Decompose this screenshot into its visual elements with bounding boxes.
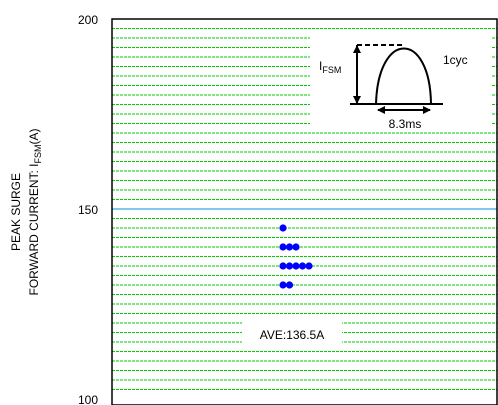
ifsm-label-prefix: I — [319, 59, 322, 73]
period-label: 8.3ms — [389, 117, 422, 131]
y-tick-150: 150 — [78, 203, 98, 217]
ifsm-label: IFSM — [319, 59, 341, 75]
data-point — [285, 281, 294, 289]
average-annotation: AVE:136.5A — [242, 322, 342, 346]
average-label-background — [242, 322, 342, 346]
data-point — [292, 262, 300, 270]
waveform-inset: IFSM 1cyc 8.3ms — [310, 30, 492, 132]
y-axis-label-sub: FSM — [33, 145, 43, 164]
plot-frame — [111, 18, 498, 405]
y-axis-label-suffix: (A) — [27, 129, 41, 145]
data-point — [279, 281, 287, 289]
cycle-label: 1cyc — [443, 53, 468, 67]
data-point — [279, 262, 287, 270]
period-arrow-left — [377, 106, 385, 114]
data-point — [292, 243, 300, 251]
half-sine-wave — [375, 47, 432, 105]
data-point — [298, 262, 307, 270]
y-axis-label-line1: PEAK SURGE — [9, 173, 23, 251]
data-points — [279, 224, 313, 289]
data-point — [285, 262, 294, 270]
data-point — [305, 262, 313, 270]
y-axis-label-prefix: FORWARD CURRENT: I — [27, 164, 41, 296]
ifsm-arrow-up — [353, 45, 361, 53]
data-point — [279, 224, 287, 232]
y-tick-200: 200 — [78, 13, 98, 27]
y-axis-label-line2: FORWARD CURRENT: IFSM(A) — [27, 129, 43, 296]
average-label: AVE:136.5A — [260, 328, 325, 342]
data-point — [279, 243, 287, 251]
period-arrow-right — [423, 106, 431, 114]
y-tick-100: 100 — [78, 393, 98, 405]
ifsm-label-sub: FSM — [322, 65, 341, 75]
data-point — [285, 243, 294, 251]
inset-background — [310, 30, 492, 132]
ifsm-arrow-down — [353, 96, 361, 104]
